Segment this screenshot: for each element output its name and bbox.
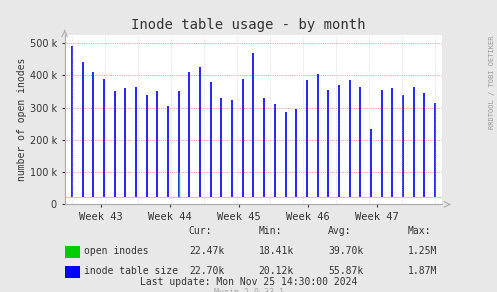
Text: Max:: Max: [408, 226, 431, 236]
Text: Inode table usage - by month: Inode table usage - by month [131, 18, 366, 32]
Text: 18.41k: 18.41k [258, 246, 294, 256]
Text: 20.12k: 20.12k [258, 267, 294, 277]
Text: 55.87k: 55.87k [328, 267, 363, 277]
Text: inode table size: inode table size [84, 267, 178, 277]
Y-axis label: number of open inodes: number of open inodes [17, 58, 27, 181]
Text: 22.70k: 22.70k [189, 267, 224, 277]
Text: Cur:: Cur: [189, 226, 212, 236]
Text: Munin 2.0.33-1: Munin 2.0.33-1 [214, 288, 283, 292]
Text: Avg:: Avg: [328, 226, 351, 236]
Text: 1.87M: 1.87M [408, 267, 437, 277]
Text: 22.47k: 22.47k [189, 246, 224, 256]
Text: RRDTOOL / TOBI OETIKER: RRDTOOL / TOBI OETIKER [489, 35, 495, 128]
Text: 1.25M: 1.25M [408, 246, 437, 256]
Text: open inodes: open inodes [84, 246, 149, 256]
Text: 39.70k: 39.70k [328, 246, 363, 256]
Text: Min:: Min: [258, 226, 282, 236]
Text: Last update: Mon Nov 25 14:30:00 2024: Last update: Mon Nov 25 14:30:00 2024 [140, 277, 357, 287]
